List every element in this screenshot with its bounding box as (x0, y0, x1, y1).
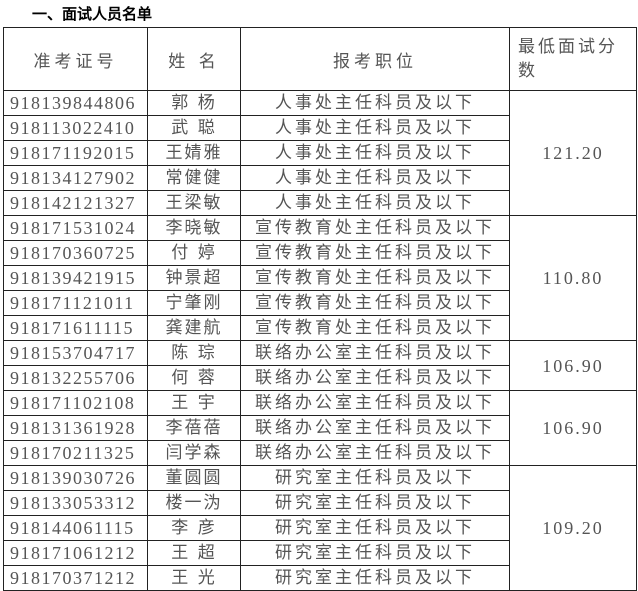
candidate-id: 918170211325 (3, 440, 148, 466)
position: 人事处主任科员及以下 (240, 115, 510, 141)
min-score: 110.80 (509, 215, 637, 341)
candidate-id: 918170360725 (3, 240, 148, 266)
position: 宣传教育处主任科员及以下 (240, 290, 510, 316)
position: 宣传教育处主任科员及以下 (240, 215, 510, 241)
position: 人事处主任科员及以下 (240, 190, 510, 216)
candidate-id: 918171102108 (3, 390, 148, 416)
candidate-name: 王 宇 (147, 390, 241, 416)
position: 联络办公室主任科员及以下 (240, 440, 510, 466)
position: 研究室主任科员及以下 (240, 465, 510, 491)
candidate-id: 918171611115 (3, 315, 148, 341)
candidate-id: 918142121327 (3, 190, 148, 216)
candidate-id: 918171121011 (3, 290, 148, 316)
position: 研究室主任科员及以下 (240, 490, 510, 516)
position: 联络办公室主任科员及以下 (240, 365, 510, 391)
table-row: 918171121011 宁肇刚 宣传教育处主任科员及以下 (3, 290, 637, 316)
candidate-name: 常健健 (147, 165, 241, 191)
candidate-id: 918171192015 (3, 140, 148, 166)
position: 联络办公室主任科员及以下 (240, 415, 510, 441)
table-row: 918134127902 常健健 人事处主任科员及以下 (3, 165, 637, 191)
table-row: 918132255706 何 蓉联络办公室主任科员及以下 (3, 365, 637, 391)
candidate-name: 李晓敏 (147, 215, 241, 241)
candidate-id: 918170371212 (3, 565, 148, 591)
position: 人事处主任科员及以下 (240, 140, 510, 166)
candidate-id: 918171531024 (3, 215, 148, 241)
position: 研究室主任科员及以下 (240, 565, 510, 591)
position: 人事处主任科员及以下 (240, 165, 510, 191)
table-row: 918139030726 董圆圆 研究室主任科员及以下 109.20 (3, 465, 637, 591)
candidate-name: 陈 琮 (147, 340, 241, 366)
header-id: 准考证号 (3, 27, 148, 91)
candidate-name: 钟景超 (147, 265, 241, 291)
candidate-name: 王 光 (147, 565, 241, 591)
interview-list-table: 准考证号 姓 名 报考职位 最低面试分数 918139844806 郭 杨人事处主… (3, 27, 637, 591)
min-score: 109.20 (509, 465, 637, 591)
candidate-id: 918153704717 (3, 340, 148, 366)
candidate-name: 李蓓蓓 (147, 415, 241, 441)
candidate-name: 郭 杨 (147, 90, 241, 116)
candidate-id: 918171061212 (3, 540, 148, 566)
position: 研究室主任科员及以下 (240, 540, 510, 566)
table-row: 918170360725 付 婷宣传教育处主任科员及以下 (3, 240, 637, 266)
candidate-id: 918139844806 (3, 90, 148, 116)
table-row: 918153704717 陈 琮联络办公室主任科员及以下 106.90 (3, 340, 637, 391)
min-score: 106.90 (509, 340, 637, 391)
candidate-name: 武 聪 (147, 115, 241, 141)
table-row: 918171192015 王婧雅 人事处主任科员及以下 (3, 140, 637, 166)
table-body: 918139844806 郭 杨人事处主任科员及以下 121.20 918113022… (3, 90, 637, 591)
candidate-name: 楼一沩 (147, 490, 241, 516)
candidate-name: 付 婷 (147, 240, 241, 266)
candidate-id: 918144061115 (3, 515, 148, 541)
position: 联络办公室主任科员及以下 (240, 390, 510, 416)
position: 宣传教育处主任科员及以下 (240, 315, 510, 341)
candidate-id: 918133053312 (3, 490, 148, 516)
table-row: 918142121327 王梁敏 人事处主任科员及以下 (3, 190, 637, 216)
candidate-id: 918132255706 (3, 365, 148, 391)
header-row: 准考证号 姓 名 报考职位 最低面试分数 (3, 27, 637, 91)
candidate-name: 王婧雅 (147, 140, 241, 166)
candidate-id: 918134127902 (3, 165, 148, 191)
table-row: 918113022410 武 聪人事处主任科员及以下 (3, 115, 637, 141)
candidate-id: 918139421915 (3, 265, 148, 291)
table-row: 918171611115 龚建航 宣传教育处主任科员及以下 (3, 315, 637, 341)
header-score: 最低面试分数 (509, 27, 637, 91)
position: 联络办公室主任科员及以下 (240, 340, 510, 366)
header-position: 报考职位 (240, 27, 510, 91)
candidate-name: 王 超 (147, 540, 241, 566)
candidate-name: 龚建航 (147, 315, 241, 341)
header-name: 姓 名 (147, 27, 241, 91)
table-row: 918171531024 李晓敏 宣传教育处主任科员及以下 110.80 (3, 215, 637, 341)
table-row: 918170211325 闫学森 联络办公室主任科员及以下 (3, 440, 637, 466)
position: 人事处主任科员及以下 (240, 90, 510, 116)
position: 宣传教育处主任科员及以下 (240, 265, 510, 291)
candidate-id: 918113022410 (3, 115, 148, 141)
position: 宣传教育处主任科员及以下 (240, 240, 510, 266)
min-score: 106.90 (509, 390, 637, 466)
candidate-name: 宁肇刚 (147, 290, 241, 316)
candidate-name: 董圆圆 (147, 465, 241, 491)
table-row: 918171102108 王 宇联络办公室主任科员及以下 106.90 (3, 390, 637, 466)
candidate-name: 何 蓉 (147, 365, 241, 391)
candidate-id: 918139030726 (3, 465, 148, 491)
position: 研究室主任科员及以下 (240, 515, 510, 541)
section-title: 一、面试人员名单 (32, 5, 153, 23)
candidate-name: 李 彦 (147, 515, 241, 541)
table-row: 918131361928 李蓓蓓 联络办公室主任科员及以下 (3, 415, 637, 441)
candidate-name: 闫学森 (147, 440, 241, 466)
candidate-id: 918131361928 (3, 415, 148, 441)
table-row: 918139844806 郭 杨人事处主任科员及以下 121.20 (3, 90, 637, 216)
min-score: 121.20 (509, 90, 637, 216)
candidate-name: 王梁敏 (147, 190, 241, 216)
